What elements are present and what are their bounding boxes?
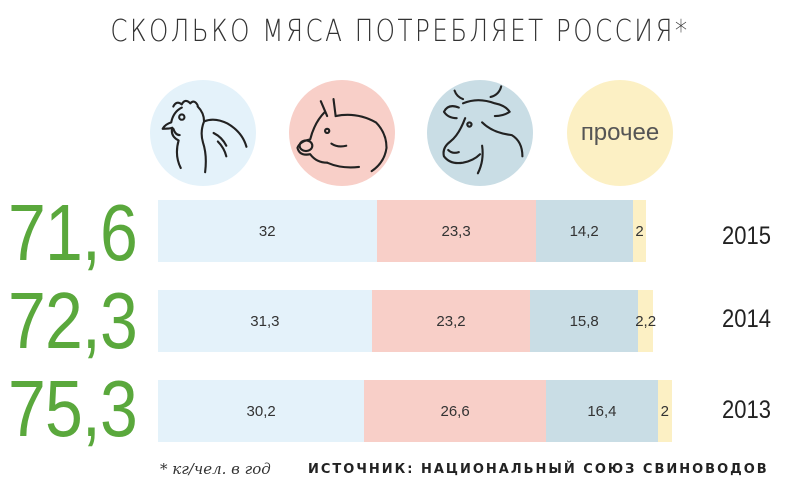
source-note: ИСТОЧНИК: НАЦИОНАЛЬНЫЙ СОЮЗ СВИНОВОДОВ: [308, 462, 769, 477]
bar-2013: 30,2 26,6 16,4 2: [158, 380, 672, 442]
bar-segment-pork-2015: 23,3: [376, 200, 536, 262]
bar-segment-beef-2013: 16,4: [545, 380, 658, 442]
bar-segment-chicken-2013: 30,2: [158, 380, 365, 442]
year-label-2013: 2013: [722, 396, 771, 424]
footnote: * кг/чел. в год: [160, 460, 271, 478]
chicken-icon: [150, 80, 256, 186]
bar-segment-beef-2015: 14,2: [535, 200, 633, 262]
total-2013: 75,3: [8, 364, 138, 453]
bar-2014: 31,3 23,2 15,8 2,2: [158, 290, 656, 352]
total-2015: 71,6: [8, 188, 138, 277]
other-category-icon: прочее: [567, 80, 673, 186]
other-category-label: прочее: [580, 119, 660, 146]
bar-segment-pork-2013: 26,6: [364, 380, 546, 442]
year-label-2015: 2015: [722, 222, 771, 250]
total-2014: 72,3: [8, 276, 138, 365]
bar-segment-pork-2014: 23,2: [371, 290, 531, 352]
bar-segment-beef-2014: 15,8: [530, 290, 639, 352]
bar-segment-chicken-2014: 31,3: [158, 290, 372, 352]
bar-segment-chicken-2015: 32: [158, 200, 377, 262]
cow-icon: [427, 80, 533, 186]
pig-icon: [289, 80, 395, 186]
bar-segment-other-2015: 2: [632, 200, 647, 262]
chart-title: СКОЛЬКО МЯСА ПОТРЕБЛЯЕТ РОССИЯ*: [110, 14, 690, 49]
bar-segment-other-2013: 2: [657, 380, 672, 442]
year-label-2014: 2014: [722, 305, 771, 333]
bar-segment-other-2014: 2,2: [635, 290, 656, 352]
bar-2015: 32 23,3 14,2 2: [158, 200, 647, 262]
